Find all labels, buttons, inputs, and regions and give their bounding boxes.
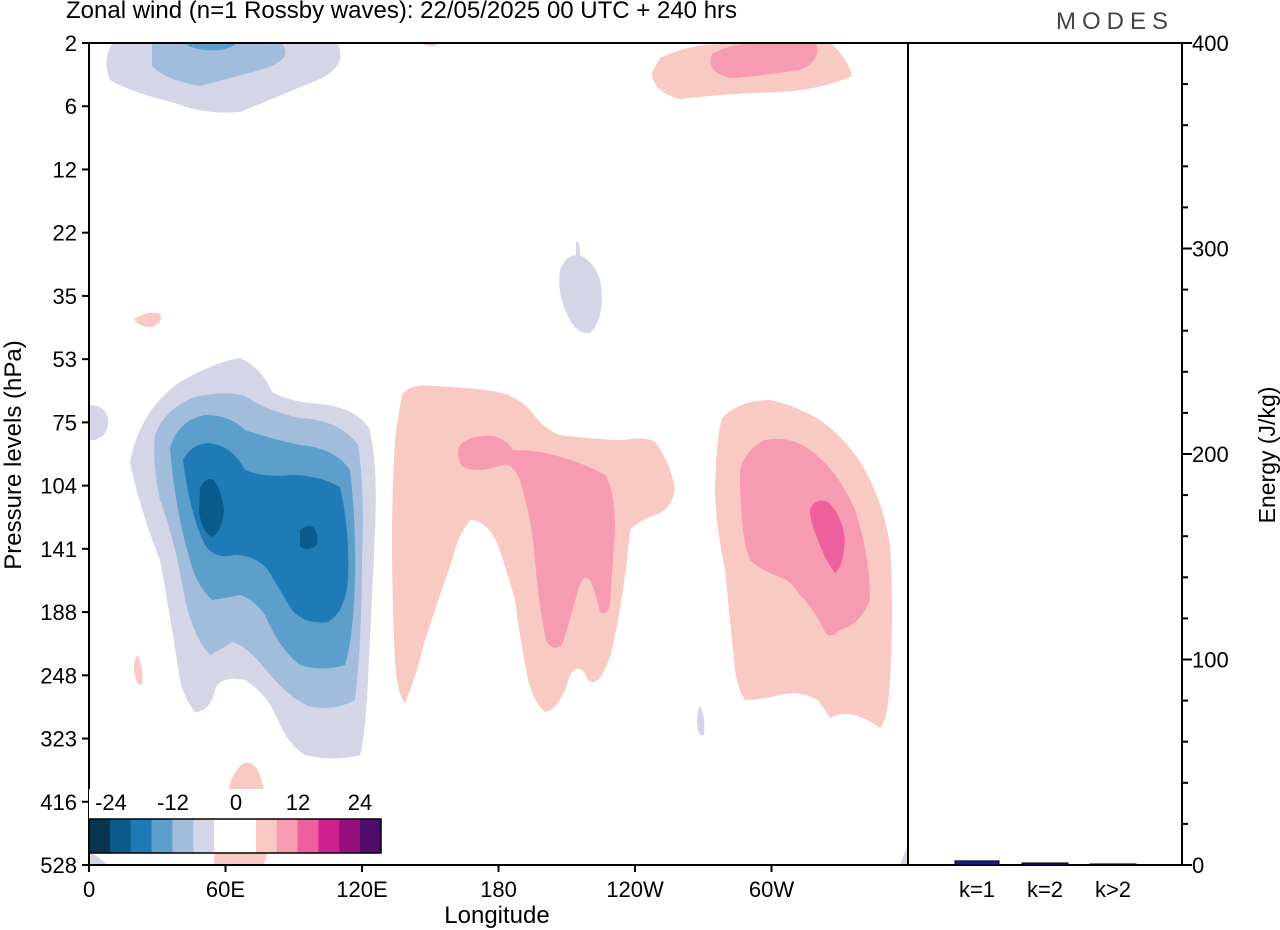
y-tick-label: 53 — [53, 347, 77, 372]
contour-neg-core-2 — [300, 526, 318, 549]
y-tick-label: 188 — [40, 600, 77, 625]
x-tick-label: 120W — [606, 877, 664, 902]
colorbar-swatch — [297, 819, 319, 853]
y-tick-label: 104 — [40, 474, 77, 499]
energy-axis: 0 100 200 300 400 — [1182, 31, 1229, 878]
colorbar-swatch — [255, 819, 278, 853]
colorbar-label: 0 — [230, 790, 242, 815]
longitude-axis: 0 60E 120E 180 120W 60W — [83, 865, 794, 902]
energy-tick-label: 300 — [1192, 237, 1229, 262]
colorbar-swatch — [130, 819, 153, 853]
contour-neg-corner — [90, 852, 108, 865]
colorbar-swatch — [193, 819, 215, 853]
y-axis-label: Pressure levels (hPa) — [0, 340, 27, 569]
colorbar-swatch — [109, 819, 132, 853]
chart-title: Zonal wind (n=1 Rossby waves): 22/05/202… — [66, 0, 738, 24]
energy-tick-label: 0 — [1192, 853, 1204, 878]
x-tick-label: 180 — [480, 877, 517, 902]
colorbar-swatch — [235, 819, 257, 853]
contour-neg-small-2 — [90, 405, 109, 440]
colorbar: -24 -12 0 12 24 — [88, 789, 382, 854]
energy-bars: k=1 k=2 k>2 — [954, 860, 1137, 902]
contour-pos-central-1 — [392, 385, 675, 712]
y-tick-label: 248 — [40, 663, 77, 688]
contour-neg-main-4 — [183, 443, 349, 623]
colorbar-frame — [88, 818, 382, 854]
colorbar-swatch — [151, 819, 173, 853]
y-tick-label: 22 — [53, 221, 77, 246]
colorbar-swatch — [214, 819, 236, 853]
colorbar-swatch — [318, 819, 340, 853]
x-tick-label: 0 — [83, 877, 95, 902]
x-axis-label: Longitude — [444, 902, 549, 929]
contour-pos-small-1 — [134, 312, 161, 327]
y-tick-label: 323 — [40, 727, 77, 752]
y-tick-label: 2 — [65, 31, 77, 56]
energy-bar-label: k>2 — [1095, 877, 1131, 902]
contour-neg-corner-2 — [900, 845, 908, 865]
y-tick-label: 6 — [65, 94, 77, 119]
x-tick-label: 60W — [749, 877, 794, 902]
y-tick-label: 75 — [53, 410, 77, 435]
colorbar-swatch — [360, 819, 382, 853]
contour-neg-top-3 — [186, 44, 236, 51]
colorbar-swatch — [276, 819, 299, 853]
energy-bar-label: k=1 — [959, 877, 995, 902]
energy-bar-label: k=2 — [1027, 877, 1063, 902]
colorbar-swatch — [339, 819, 361, 853]
contour-field — [90, 44, 908, 865]
energy-bar — [1089, 863, 1137, 866]
modes-logo: MODES — [1056, 8, 1175, 35]
energy-bar — [954, 860, 1000, 866]
y-tick-label: 528 — [40, 853, 77, 878]
colorbar-label: 24 — [348, 790, 372, 815]
contour-neg-core-1 — [199, 479, 224, 537]
energy-tick-label: 100 — [1192, 648, 1229, 673]
contour-pos-top-spot — [422, 44, 438, 46]
energy-tick-label: 400 — [1192, 31, 1229, 56]
contour-pos-right-3 — [810, 500, 845, 573]
energy-axis-label: Energy (J/kg) — [1254, 387, 1280, 524]
colorbar-label: -24 — [95, 790, 127, 815]
pressure-axis: 2 6 12 22 35 53 75 104 141 188 248 323 416 528 — [40, 31, 89, 878]
colorbar-label: -12 — [157, 790, 189, 815]
contour-pos-right-2 — [740, 438, 870, 636]
contour-neg-small-1 — [559, 241, 602, 334]
contour-pos-top-2 — [710, 44, 818, 78]
colorbar-label: 12 — [286, 790, 310, 815]
colorbar-swatch — [89, 819, 111, 853]
contour-neg-top-2 — [152, 44, 286, 86]
contour-neg-small-3 — [697, 706, 705, 736]
y-tick-label: 12 — [53, 157, 77, 182]
colorbar-swatch — [172, 819, 194, 853]
y-tick-label: 141 — [40, 537, 77, 562]
contour-pos-central-2 — [457, 435, 615, 648]
contour-pos-small-2 — [134, 655, 143, 686]
energy-tick-label: 200 — [1192, 442, 1229, 467]
y-tick-label: 35 — [53, 284, 77, 309]
x-tick-label: 120E — [336, 877, 387, 902]
energy-bar — [1021, 862, 1069, 866]
x-tick-label: 60E — [206, 877, 245, 902]
y-tick-label: 416 — [40, 790, 77, 815]
